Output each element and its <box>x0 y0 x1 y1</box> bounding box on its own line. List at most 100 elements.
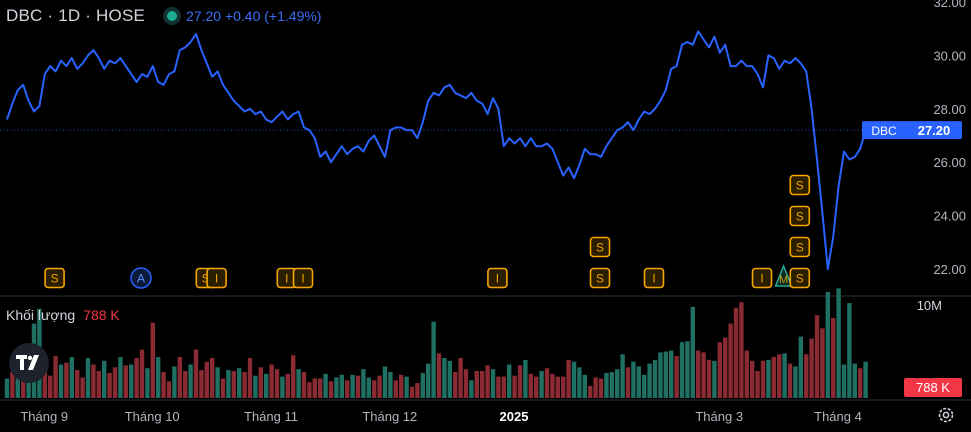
volume-bar <box>847 303 852 398</box>
tradingview-logo-icon[interactable] <box>9 343 49 383</box>
volume-bar <box>215 367 220 398</box>
volume-badge-value: 788 K <box>916 380 950 395</box>
volume-bar <box>145 368 150 398</box>
volume-bar <box>296 369 301 398</box>
volume-bar <box>642 374 647 399</box>
volume-bar <box>436 353 442 398</box>
volume-bar <box>150 322 155 398</box>
volume-bar <box>388 372 393 398</box>
volume-bar <box>804 354 809 398</box>
volume-bar <box>458 358 463 398</box>
badge-price: 27.20 <box>918 123 951 138</box>
volume-bar <box>220 378 226 398</box>
event-marker: I <box>751 267 773 289</box>
volume-bar <box>91 364 96 398</box>
volume-bar <box>447 360 452 398</box>
volume-bar <box>328 381 334 398</box>
event-marker-label: A <box>137 272 145 286</box>
volume-bar <box>226 370 231 398</box>
price-axis-tick-label: 24.00 <box>933 209 966 224</box>
event-marker: S <box>589 236 611 258</box>
volume-bar <box>463 369 469 398</box>
volume-bar <box>544 368 550 398</box>
volume-bar <box>118 357 123 398</box>
time-axis-tick-label: 2025 <box>500 409 529 424</box>
volume-bar <box>350 374 355 399</box>
volume-bar <box>366 377 371 398</box>
volume-bar <box>426 363 431 398</box>
volume-bar <box>183 371 188 398</box>
event-marker-label: I <box>760 272 763 286</box>
event-marker-shape <box>487 267 508 289</box>
volume-axis-label: 10M <box>917 298 942 313</box>
volume-bar <box>210 358 215 398</box>
volume-bar <box>161 372 166 398</box>
volume-bar <box>253 375 258 398</box>
event-marker: I <box>487 267 508 289</box>
settings-gear-icon[interactable] <box>936 405 956 425</box>
volume-bar <box>431 321 436 398</box>
market-status-icon[interactable] <box>167 11 178 21</box>
volume-bar <box>771 357 776 398</box>
event-marker-label: I <box>496 272 499 286</box>
symbol-title[interactable]: DBC · 1D · HOSE <box>6 6 146 25</box>
volume-bar <box>53 356 58 398</box>
volume-bar <box>701 352 706 398</box>
volume-bar <box>598 378 604 398</box>
volume-bar <box>355 375 361 398</box>
volume-bar <box>188 364 193 398</box>
event-marker-label: S <box>51 272 59 286</box>
volume-bar <box>301 372 307 398</box>
volume-bar <box>129 364 134 398</box>
event-marker-shape <box>589 236 611 258</box>
volume-bar <box>566 359 571 398</box>
volume-bar <box>571 361 577 398</box>
volume-bar <box>550 373 555 398</box>
time-axis-tick-label: Tháng 9 <box>20 409 68 424</box>
price-line <box>6 30 867 270</box>
price-axis[interactable]: 32.00 30.00 28.00 26.00 24.00 22.00 <box>933 0 966 277</box>
volume-bar <box>561 376 566 398</box>
volume-legend[interactable]: Khối lượng 788 K <box>6 307 120 323</box>
volume-bar <box>485 365 490 398</box>
volume-bar <box>723 337 728 399</box>
volume-bar <box>107 372 112 398</box>
volume-bar <box>793 366 798 398</box>
volume-bar <box>490 369 496 398</box>
event-marker-shape <box>130 267 152 289</box>
event-marker-shape <box>751 267 773 289</box>
volume-bar <box>399 374 404 399</box>
event-marker-shape <box>206 267 227 289</box>
volume-bar <box>345 380 350 398</box>
volume-bar <box>48 375 53 398</box>
event-marker-label: M <box>779 274 788 286</box>
time-axis[interactable]: Tháng 9 Tháng 10 Tháng 11 Tháng 12 2025 Tháng… <box>20 409 862 424</box>
volume-bar <box>814 315 820 398</box>
volume-bar <box>172 366 177 398</box>
volume-bar <box>334 377 339 398</box>
price-pane <box>0 30 971 401</box>
time-axis-tick-label: Tháng 4 <box>814 409 862 424</box>
volume-bar <box>512 375 517 398</box>
badge-symbol-box <box>862 121 908 140</box>
volume-bar <box>809 338 814 398</box>
volume-bar <box>690 306 695 398</box>
event-marker-shape <box>789 174 811 196</box>
volume-bar <box>523 359 528 398</box>
time-axis-tick-label: Tháng 3 <box>695 409 743 424</box>
volume-bar <box>409 386 415 398</box>
volume-bar <box>836 288 841 398</box>
badge-symbol: DBC <box>871 124 897 138</box>
event-marker-label: I <box>301 272 304 286</box>
event-marker: I <box>206 267 227 289</box>
volume-bar <box>728 323 733 398</box>
volume-bar <box>631 361 636 398</box>
last-price-badge: DBC 27.20 <box>862 121 962 140</box>
volume-bar <box>852 363 857 398</box>
volume-bar <box>269 364 274 398</box>
volume-bar <box>285 373 290 398</box>
volume-bar <box>193 349 199 398</box>
time-axis-tick-label: Tháng 12 <box>362 409 417 424</box>
volume-bar <box>312 378 317 398</box>
